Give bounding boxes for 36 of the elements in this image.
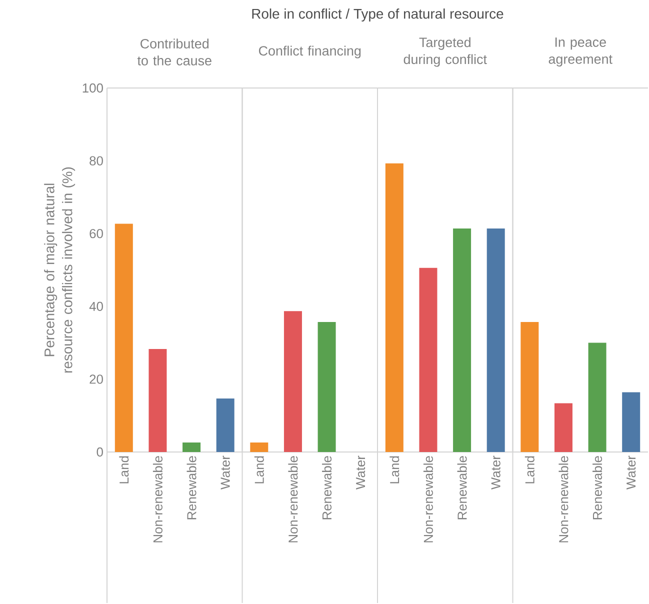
x-tick-label: Non-renewable xyxy=(558,456,568,543)
x-tick-label: Water xyxy=(491,456,500,490)
chart-title: In peace agreement xyxy=(548,38,612,67)
x-tick-label: Water xyxy=(626,456,636,490)
y-tick-label: 40 xyxy=(89,302,103,312)
x-tick-label: Renewable xyxy=(457,456,467,520)
x-tick-label: Land xyxy=(254,456,264,484)
y-axis-title: Percentage of major natural resource conflicts involved in (%) xyxy=(44,168,76,373)
chart-title: Conflict financing xyxy=(258,46,361,59)
text: Role in conflict / Type of natural resource xyxy=(252,8,504,22)
y-tick-label: 100 xyxy=(82,84,103,93)
x-tick-label: Renewable xyxy=(322,456,332,520)
bar xyxy=(588,343,606,452)
x-tick-label: Renewable xyxy=(186,456,196,520)
x-tick-label: Water xyxy=(356,456,366,490)
bar xyxy=(182,442,201,452)
chart-title: Targeted during conflict xyxy=(404,38,487,68)
x-tick-label: Non-renewable xyxy=(152,456,162,543)
x-tick-label: Non-renewable xyxy=(288,456,298,543)
bar xyxy=(148,349,167,452)
x-tick-label: Renewable xyxy=(592,456,602,520)
bar xyxy=(216,398,234,452)
y-tick-label: 60 xyxy=(90,229,103,238)
bar xyxy=(554,403,572,452)
x-tick-label: Land xyxy=(119,456,129,484)
y-tick-label: 80 xyxy=(90,156,103,166)
x-tick-label: Land xyxy=(524,456,534,484)
x-tick-label: Non-renewable xyxy=(423,456,433,543)
chart-title: Contributed to the cause xyxy=(137,38,212,66)
bar xyxy=(520,322,539,452)
x-tick-label: Land xyxy=(390,456,400,484)
bar xyxy=(622,392,640,452)
y-tick-label: 0 xyxy=(96,448,103,457)
y-tick-label: 20 xyxy=(90,374,103,384)
bar xyxy=(114,224,133,452)
x-tick-label: Water xyxy=(220,456,230,490)
